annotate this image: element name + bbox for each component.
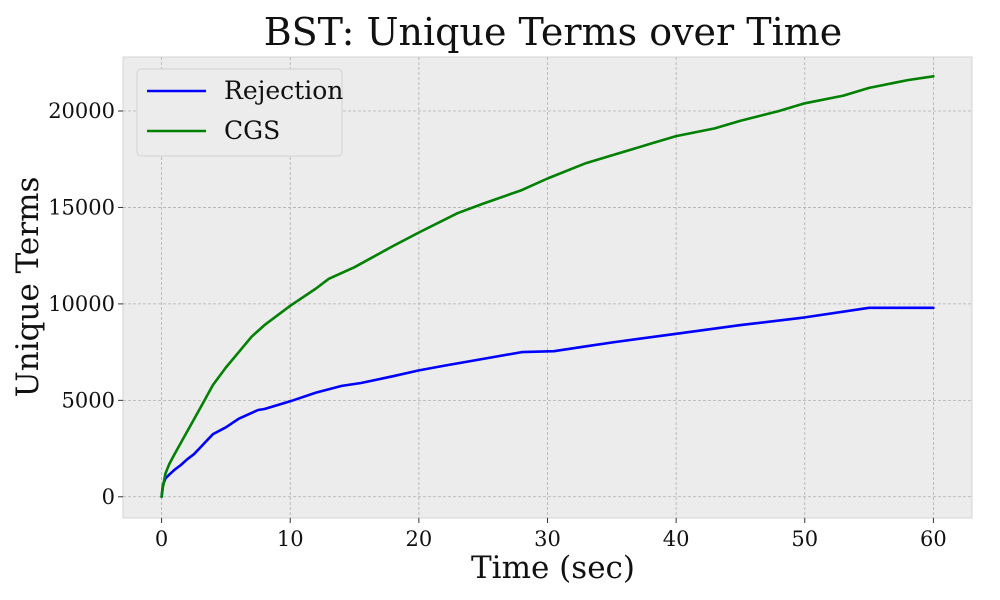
x-tick-label: 50 [791, 527, 818, 551]
chart-title: BST: Unique Terms over Time [264, 10, 843, 54]
x-tick-label: 30 [534, 527, 561, 551]
legend-label-cgs: CGS [224, 116, 280, 145]
legend-label-rejection: Rejection [224, 76, 343, 105]
legend: Rejection CGS [136, 68, 343, 157]
series-line-cgs [160, 75, 935, 499]
y-tick-label: 20000 [48, 99, 115, 123]
series-line-rejection [160, 306, 935, 499]
x-tick-label: 10 [277, 527, 304, 551]
x-axis-label: Time (sec) [471, 550, 635, 586]
x-tick-label: 40 [663, 527, 690, 551]
x-tick-label: 20 [405, 527, 432, 551]
x-tick-label: 0 [155, 527, 168, 551]
y-tick-label: 5000 [62, 388, 115, 412]
y-axis-label: Unique Terms [10, 177, 46, 398]
y-tick-label: 10000 [48, 292, 115, 316]
x-tick-label: 60 [920, 527, 947, 551]
axis-ticks: 0 10 20 30 40 50 60 0 5000 10000 15000 20000 [48, 99, 947, 551]
y-tick-label: 0 [102, 485, 115, 509]
y-tick-label: 15000 [48, 195, 115, 219]
series-lines [160, 75, 935, 499]
